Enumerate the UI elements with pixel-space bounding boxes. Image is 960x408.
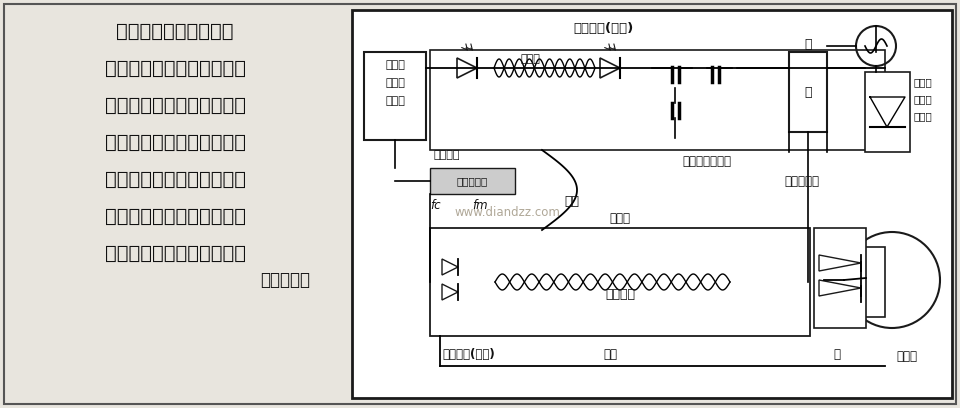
- Text: fc: fc: [430, 199, 441, 212]
- Text: 地回路，保护逻辑电路免受: 地回路，保护逻辑电路免受: [105, 207, 246, 226]
- Text: 光耦合器(发送): 光耦合器(发送): [574, 22, 635, 35]
- Text: 桥: 桥: [804, 86, 812, 98]
- Bar: [8, 8, 348, 400]
- Text: 本电路是使用光电耦合: 本电路是使用光电耦合: [116, 22, 233, 41]
- Bar: [352, 10, 952, 398]
- Text: 电动机: 电动机: [897, 350, 918, 363]
- Text: 电: 电: [804, 38, 812, 51]
- Bar: [789, 52, 827, 132]
- Text: 双绞线: 双绞线: [520, 54, 540, 64]
- Text: 硅开关: 硅开关: [913, 111, 932, 121]
- Text: 三端双: 三端双: [913, 77, 932, 87]
- Text: 误差信号: 误差信号: [434, 150, 461, 160]
- Text: 发器件: 发器件: [385, 96, 405, 106]
- Text: 器，对正在运行的电机速度: 器，对正在运行的电机速度: [105, 59, 246, 78]
- Text: 光耦合器(接收): 光耦合器(接收): [442, 348, 494, 361]
- Text: fm: fm: [472, 199, 488, 212]
- Text: 反射敏感器: 反射敏感器: [784, 175, 820, 188]
- Text: 反馈路径: 反馈路径: [605, 288, 635, 301]
- Text: 中的机械部件，因而避免了: 中的机械部件，因而避免了: [105, 170, 246, 189]
- Text: 制与触: 制与触: [385, 78, 405, 88]
- Bar: [430, 168, 515, 194]
- Text: 轮: 轮: [833, 348, 841, 361]
- Text: 实施光电控制的电路。因这: 实施光电控制的电路。因这: [105, 96, 246, 115]
- Text: 频率比较器: 频率比较器: [457, 176, 488, 186]
- Bar: [364, 52, 426, 140]
- Text: （穿光炳）: （穿光炳）: [260, 271, 310, 289]
- Text: www.diandzz.com: www.diandzz.com: [454, 206, 560, 219]
- Text: 光纤: 光纤: [564, 195, 580, 208]
- Bar: [430, 228, 810, 336]
- Text: 种电路分离了电机控制网络: 种电路分离了电机控制网络: [105, 133, 246, 152]
- Text: 来自负载的高压瞬态影响。: 来自负载的高压瞬态影响。: [105, 244, 246, 263]
- Text: 光可控硅整流器: 光可控硅整流器: [683, 155, 732, 168]
- Text: 双绞线: 双绞线: [610, 212, 631, 225]
- Text: 相位控: 相位控: [385, 60, 405, 70]
- Text: 光纤: 光纤: [603, 348, 617, 361]
- Bar: [430, 50, 885, 150]
- Bar: [865, 72, 910, 152]
- Bar: [814, 228, 866, 328]
- Bar: [840, 247, 885, 317]
- Text: 向可控: 向可控: [913, 94, 932, 104]
